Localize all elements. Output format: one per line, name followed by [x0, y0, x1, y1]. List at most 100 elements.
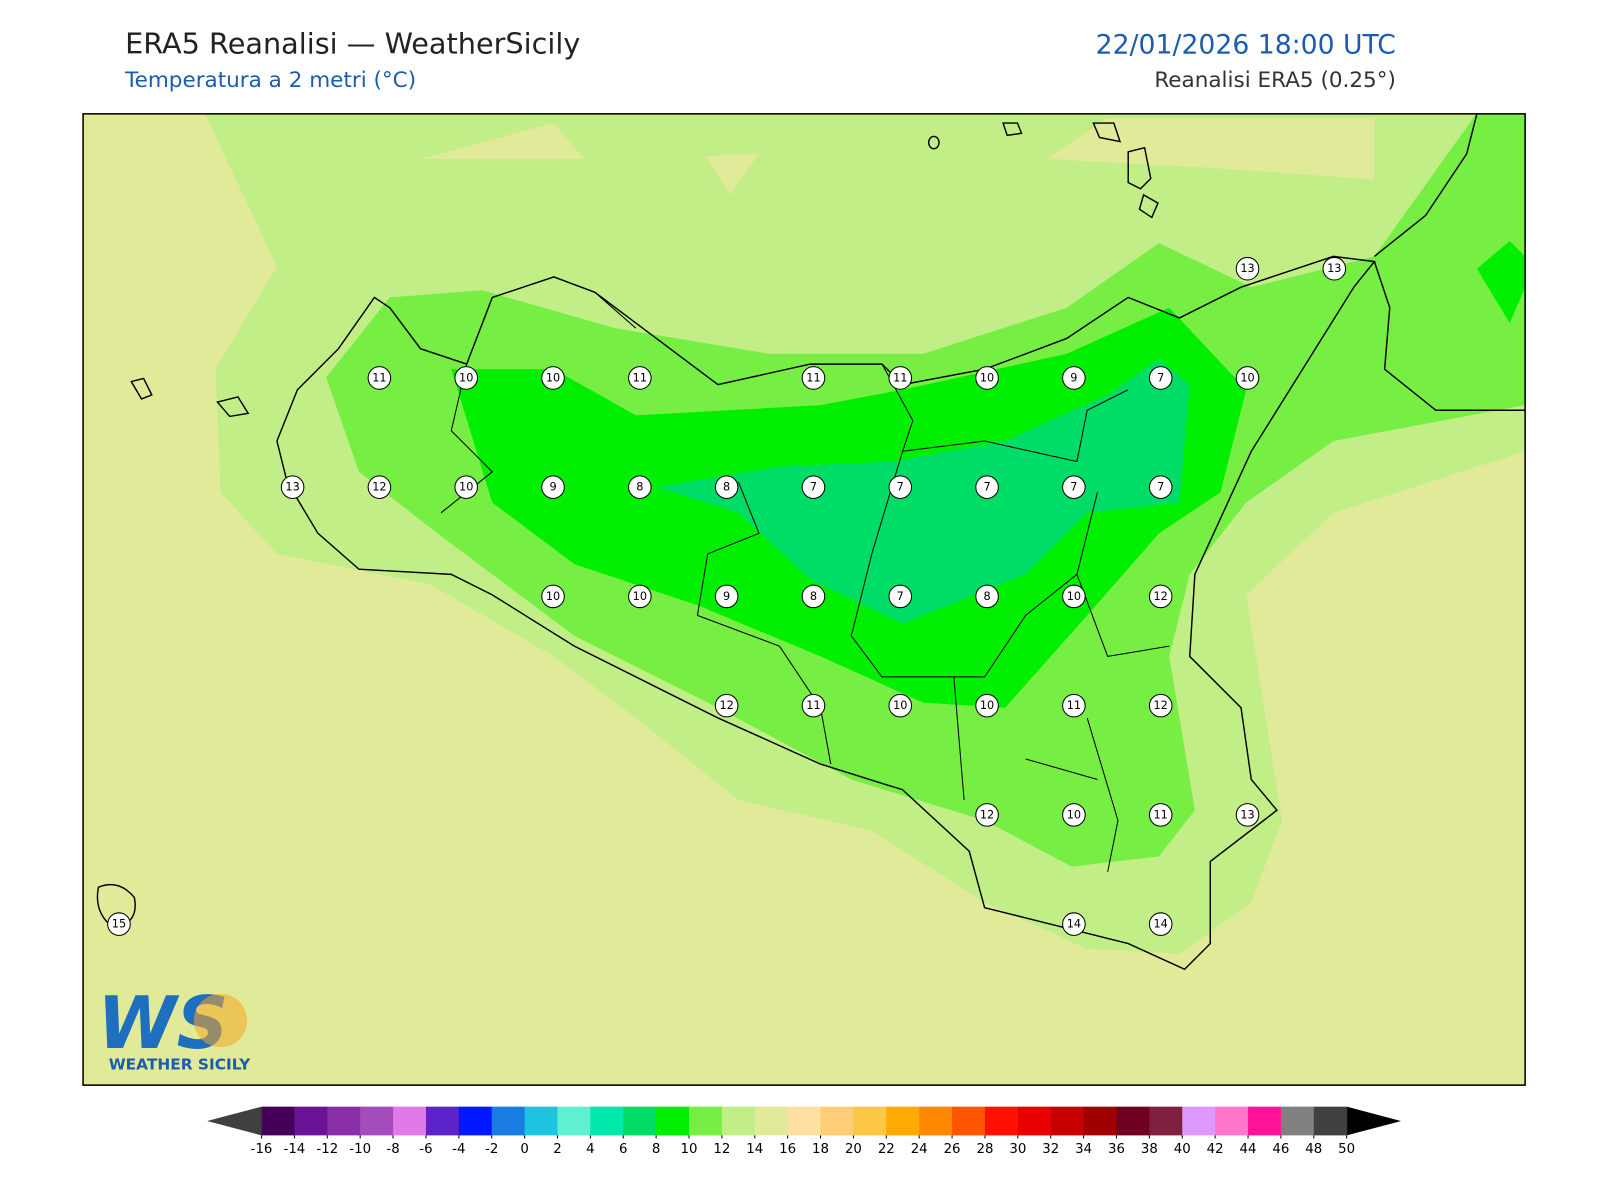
station-marker	[888, 584, 913, 609]
station-marker	[628, 475, 652, 499]
colorbar-swatch	[294, 1106, 328, 1136]
colorbar-swatch	[261, 1106, 295, 1136]
station-marker	[1235, 256, 1260, 281]
station-value: 7	[983, 481, 990, 494]
station-marker	[1148, 912, 1173, 936]
colorbar-over	[1346, 1106, 1402, 1136]
station-marker	[888, 475, 913, 499]
station-marker	[454, 366, 479, 390]
station-marker	[801, 693, 826, 718]
station-value: 8	[983, 590, 990, 603]
colorbar-swatch	[721, 1106, 756, 1136]
colorbar-label: 10	[681, 1142, 698, 1157]
temperature-field	[83, 113, 1526, 1086]
colorbar-swatch	[1083, 1106, 1118, 1136]
station-marker	[975, 803, 999, 827]
colorbar-swatch	[919, 1106, 953, 1136]
station-marker	[1148, 693, 1173, 718]
station-value: 12	[1154, 699, 1168, 712]
colorbar-swatch	[623, 1106, 657, 1136]
colorbar-swatch	[952, 1106, 986, 1136]
station-value: 13	[285, 481, 299, 494]
colorbar-label: -12	[316, 1142, 338, 1157]
station-marker	[280, 475, 305, 499]
colorbar-label: 8	[652, 1142, 660, 1157]
calabria-coast	[1373, 113, 1526, 411]
colorbar-label: 20	[845, 1142, 862, 1157]
station-value: 10	[1067, 590, 1081, 603]
station-value: 7	[1157, 371, 1164, 384]
station-marker	[541, 366, 565, 390]
colorbar-label: 38	[1141, 1142, 1158, 1157]
station-value: 10	[1240, 371, 1254, 384]
sicily-coast	[276, 255, 1376, 971]
station-value: 10	[1067, 808, 1081, 821]
source: Reanalisi ERA5 (0.25°)	[1154, 68, 1396, 93]
station-value: 10	[633, 590, 647, 603]
station-marker	[1062, 475, 1086, 499]
colorbar-label: 16	[779, 1142, 796, 1157]
station-value: 14	[1067, 918, 1081, 931]
colorbar-label: 42	[1207, 1142, 1224, 1157]
station-marker	[1148, 366, 1173, 390]
colorbar-swatch	[1313, 1106, 1348, 1136]
colorbar-label: -10	[349, 1142, 371, 1157]
colorbar-swatch	[886, 1106, 920, 1136]
colorbar-label: 34	[1075, 1142, 1092, 1157]
station-marker	[714, 693, 739, 718]
station-value: 10	[980, 371, 994, 384]
station-value: 14	[1154, 918, 1168, 931]
field-zone	[705, 153, 759, 195]
station-value: 7	[810, 481, 817, 494]
station-value: 10	[546, 371, 560, 384]
colorbar-swatch	[787, 1106, 822, 1136]
station-value: 11	[806, 699, 820, 712]
station-value: 11	[806, 371, 820, 384]
station-value: 10	[459, 481, 473, 494]
colorbar-label: 44	[1240, 1142, 1257, 1157]
colorbar-swatch	[1017, 1106, 1052, 1136]
station-marker	[714, 475, 739, 499]
station-marker	[1322, 256, 1347, 281]
coastline	[96, 113, 1526, 971]
station-marker	[1062, 912, 1086, 936]
colorbar-swatch	[1280, 1106, 1315, 1136]
colorbar-swatch	[425, 1106, 460, 1136]
station-value: 10	[893, 699, 907, 712]
colorbar-swatch	[984, 1106, 1019, 1136]
station-value: 12	[372, 481, 386, 494]
colorbar-label: -6	[419, 1142, 432, 1157]
colorbar-swatch	[590, 1106, 624, 1136]
station-value: 13	[1240, 262, 1254, 275]
station-value: 9	[723, 590, 730, 603]
station-marker	[801, 475, 826, 499]
logo: WS WEATHER SICILY	[97, 981, 251, 1074]
station-marker	[1148, 803, 1173, 827]
colorbar-swatch	[524, 1106, 558, 1136]
logo-name: WEATHER SICILY	[109, 1056, 251, 1074]
station-value: 9	[549, 481, 556, 494]
colorbar-label: 30	[1009, 1142, 1026, 1157]
station-value: 10	[459, 371, 473, 384]
colorbar-label: 4	[586, 1142, 594, 1157]
title: ERA5 Reanalisi — WeatherSicily	[125, 26, 580, 60]
colorbar-label: 22	[878, 1142, 895, 1157]
colorbar-label: -16	[251, 1142, 273, 1157]
station-value: 11	[633, 371, 647, 384]
station-marker	[1062, 693, 1086, 718]
colorbar-under	[207, 1106, 262, 1136]
station-marker	[1148, 584, 1173, 609]
station-marker	[1062, 584, 1086, 609]
colorbar-swatch	[1149, 1106, 1183, 1136]
station-marker	[367, 366, 392, 390]
station-marker	[975, 584, 999, 609]
station-marker	[714, 584, 739, 609]
map-frame	[82, 113, 1526, 1086]
colorbar-swatch	[360, 1106, 394, 1136]
colorbar-label: 28	[976, 1142, 993, 1157]
station-value: 13	[1327, 262, 1341, 275]
station-marker	[628, 584, 652, 609]
colorbar-label: 6	[619, 1142, 627, 1157]
station-value: 10	[980, 699, 994, 712]
